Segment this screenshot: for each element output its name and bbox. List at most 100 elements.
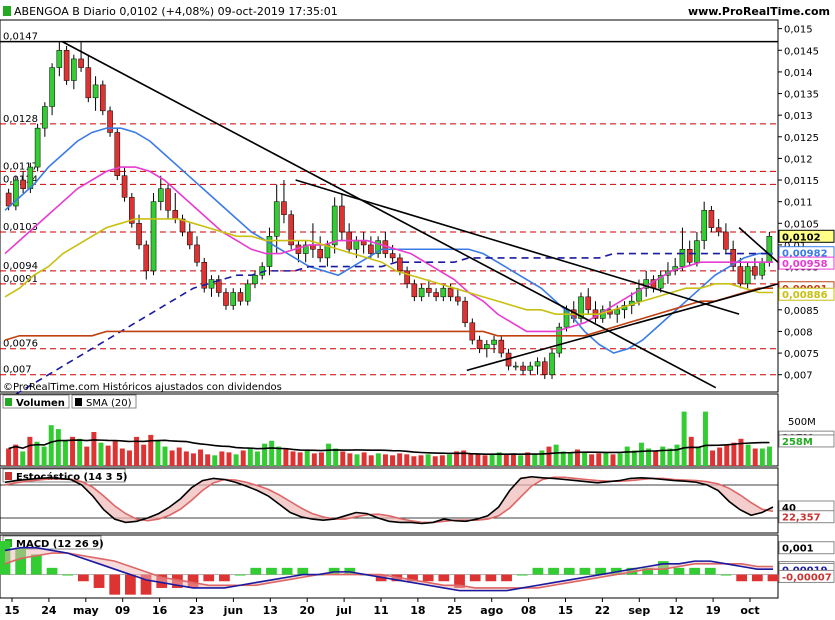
volume-bar [233, 454, 239, 466]
y-tick-label: 0,0125 [784, 133, 819, 144]
candle-body [20, 179, 26, 189]
x-axis: 15 24 may 09 16 23 jun 13 20 jul 11 18 25 ago 08 15 22 se… [4, 598, 760, 617]
volume-bar [41, 446, 47, 466]
price-badge-label: 0,0102 [782, 232, 821, 243]
volume-bar [368, 455, 374, 466]
x-tick-label: 25 [447, 604, 462, 617]
candle-body [368, 244, 374, 254]
macd-histogram-bar [297, 567, 309, 575]
volume-bar [461, 450, 467, 466]
volume-bar [176, 447, 182, 466]
macd-histogram-bar [266, 567, 277, 575]
volume-bar [212, 455, 218, 466]
candle-body [549, 352, 555, 375]
volume-bar [318, 452, 324, 466]
x-tick-label: 12 [669, 604, 684, 617]
macd-histogram-bar [673, 567, 685, 575]
candle-body [179, 218, 186, 233]
x-tick-label: jun [223, 604, 243, 617]
price-badge [778, 287, 835, 301]
candle-body [34, 127, 41, 168]
level-label: 0,0076 [3, 339, 38, 350]
macd-histogram-bar [125, 574, 136, 595]
y-tick-label: 0,0145 [784, 46, 819, 57]
x-tick-label: 18 [410, 604, 425, 617]
candle-body [701, 210, 707, 241]
volume-bar [731, 442, 737, 466]
candle-body [331, 205, 338, 246]
macd-histogram-bar [704, 567, 716, 575]
macd-line [4, 546, 773, 592]
candle-body [563, 309, 570, 328]
candle-body [447, 287, 454, 298]
candle-body [737, 266, 744, 285]
x-tick-label: jul [335, 604, 351, 617]
candle-body [13, 179, 19, 207]
candle-body [107, 110, 113, 133]
macd-histogram-bar [438, 574, 450, 582]
candle-body [527, 365, 534, 371]
candle-body [100, 84, 106, 112]
volume-bar [205, 454, 211, 466]
macd-histogram-bar [579, 567, 591, 575]
volume-bar [617, 453, 623, 466]
volume-bar [219, 451, 225, 466]
macd-histogram-bar [234, 574, 246, 576]
candle-body [281, 201, 287, 215]
macd-histogram-bar [563, 567, 575, 575]
sma-line [4, 166, 773, 333]
volume-bar [446, 454, 452, 466]
candle-body [491, 339, 497, 345]
sma-line [4, 127, 773, 354]
x-tick-label: 13 [263, 604, 278, 617]
volume-bar [119, 448, 125, 466]
volume-sma-line [8, 439, 770, 455]
volume-bar [297, 452, 303, 466]
level-label: 0,007 [3, 365, 32, 376]
macd-histogram-bar [422, 574, 434, 582]
candle-body [723, 231, 729, 250]
volume-bar [710, 450, 716, 466]
candle-body [715, 227, 722, 233]
x-tick-label: may [73, 604, 99, 617]
candle-body [201, 261, 208, 289]
candle-body [730, 249, 736, 267]
y-tick-label: 0,015 [784, 25, 813, 36]
volume-bar [766, 446, 772, 466]
x-tick-label: 19 [705, 604, 720, 617]
volume-bar [112, 440, 118, 466]
candle-body [766, 236, 773, 263]
candle-body [397, 257, 403, 272]
candle-body [556, 326, 563, 354]
candle-body [339, 205, 345, 233]
level-label: 0,0094 [3, 261, 38, 272]
site-url: www.ProRealTime.com [688, 5, 830, 18]
candle-body [752, 266, 758, 276]
candle-body [42, 106, 48, 129]
candle-body [85, 67, 92, 99]
y-tick-label: 0,012 [784, 154, 813, 165]
volume-bar [553, 444, 559, 466]
volume-bar [631, 450, 637, 466]
candle-body [136, 223, 142, 246]
volume-bar [574, 449, 580, 466]
candle-body [694, 240, 700, 263]
volume-bar [347, 453, 353, 466]
candle-body [484, 344, 490, 349]
volume-bar [674, 444, 680, 466]
macd-histogram-bar [15, 547, 27, 575]
macd-histogram-bar [454, 574, 465, 588]
volume-bar [13, 444, 19, 466]
volume-bar [48, 425, 54, 466]
volume-bar [354, 454, 360, 466]
volume-bar [397, 453, 403, 466]
candle-body [541, 361, 548, 375]
volume-bar [432, 456, 438, 466]
volume-bar [660, 446, 666, 466]
volume-bar [496, 452, 502, 466]
volume-bar [745, 444, 751, 466]
candle-body [433, 292, 439, 298]
volume-bar [667, 448, 673, 466]
macd-histogram-bar [469, 574, 481, 582]
volume-bar [169, 450, 175, 466]
